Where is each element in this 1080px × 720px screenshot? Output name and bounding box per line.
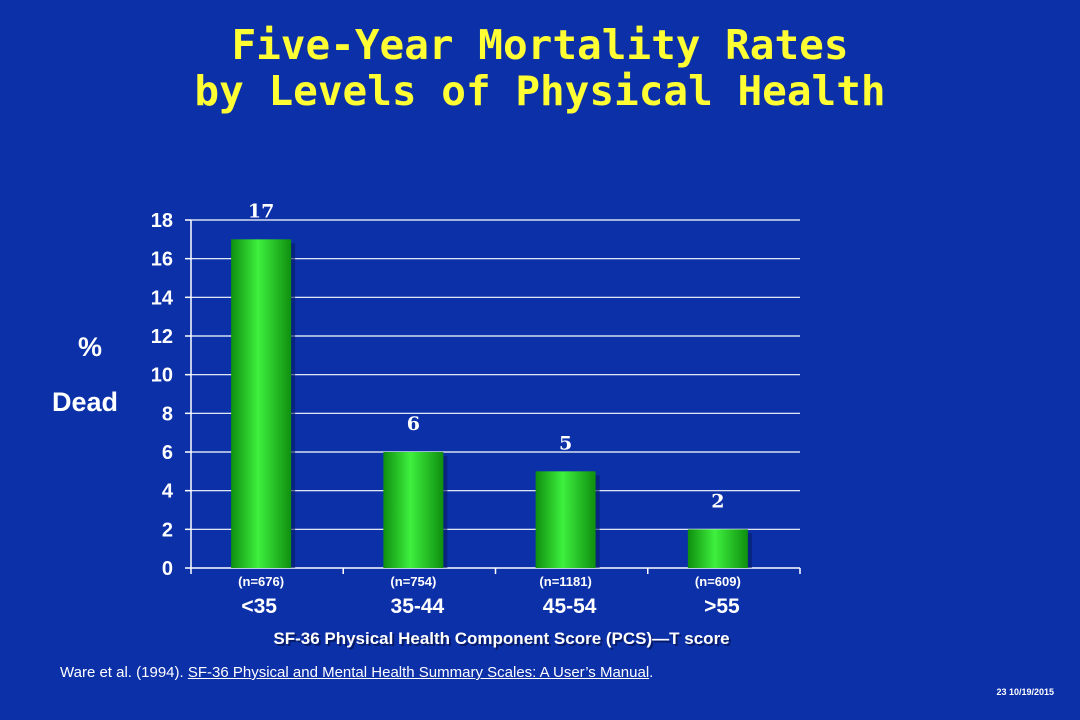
bar [383, 452, 444, 568]
citation-link[interactable]: SF-36 Physical and Mental Health Summary… [187, 664, 650, 681]
category-label: 45-54 [543, 595, 597, 618]
y-tick-label: 10 [151, 365, 173, 387]
slide-footer: 23 10/19/2015 [996, 687, 1054, 697]
citation-prefix: Ware et al. (1994). [60, 664, 188, 681]
y-tick-label: 12 [151, 326, 173, 348]
category-label: >55 [704, 595, 740, 618]
data-label: 5 [559, 432, 572, 454]
title-line-1: Five-Year Mortality Rates [231, 21, 849, 69]
category-label: 35-44 [391, 595, 445, 618]
sample-size-label: (n=1181) [539, 574, 591, 589]
y-tick-label: 18 [151, 210, 173, 232]
data-label: 2 [711, 490, 724, 512]
y-tick-label: 8 [162, 403, 173, 425]
y-tick-label: 4 [162, 481, 174, 503]
sample-size-label: (n=609) [695, 574, 741, 589]
bar [687, 529, 748, 568]
sample-size-label: (n=676) [238, 574, 284, 589]
bar [231, 239, 292, 569]
citation: Ware et al. (1994). SF-36 Physical and M… [60, 664, 653, 681]
x-axis-title-shadow: SF-36 Physical Health Component Score (P… [275, 631, 731, 650]
sample-size-label: (n=754) [390, 574, 436, 589]
y-axis-label-percent: % [78, 332, 103, 362]
title-line-2: by Levels of Physical Health [194, 67, 886, 115]
y-tick-label: 6 [162, 442, 173, 464]
x-axis-title: SF-36 Physical Health Component Score (P… [273, 629, 729, 648]
category-label: <35 [241, 595, 277, 618]
bar [535, 471, 596, 568]
data-label: 6 [407, 413, 420, 435]
y-tick-label: 0 [162, 558, 173, 580]
y-tick-label: 16 [151, 249, 173, 271]
citation-suffix: . [649, 664, 654, 681]
data-label: 17 [248, 200, 274, 222]
y-tick-label: 2 [162, 519, 173, 541]
chart-title: Five-Year Mortality Rates by Levels of P… [0, 22, 1080, 114]
y-axis-label-dead: Dead [52, 387, 119, 417]
y-tick-label: 14 [151, 287, 174, 309]
